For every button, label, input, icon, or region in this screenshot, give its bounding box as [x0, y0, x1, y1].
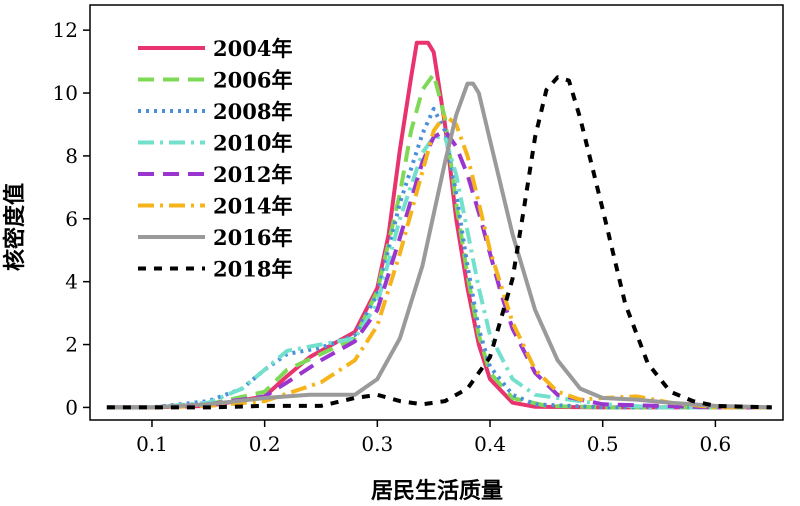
legend-label: 2010年 [213, 131, 292, 156]
x-tick-label: 0.5 [587, 432, 619, 456]
x-tick-label: 0.2 [249, 432, 281, 456]
series-line-2010 [106, 135, 772, 410]
x-tick-label: 0.4 [474, 432, 506, 456]
plot-frame [89, 4, 784, 421]
series-layer [106, 40, 772, 410]
legend-label: 2018年 [213, 257, 292, 282]
legend: 2004年 2006年 2008年 2010年 2012年 2014年 2016年 2018年 [138, 36, 292, 282]
x-tick-label: 0.3 [361, 432, 393, 456]
y-tick-label: 2 [65, 333, 78, 357]
y-tick-label: 8 [65, 144, 78, 168]
x-axis-label: 居民生活质量 [371, 479, 503, 504]
x-tick-label: 0.1 [136, 432, 168, 456]
legend-label: 2006年 [213, 68, 292, 93]
legend-label: 2014年 [213, 194, 292, 219]
series-line-2004 [106, 40, 772, 410]
legend-label: 2008年 [213, 99, 292, 124]
series-line-2016 [106, 81, 772, 410]
y-axis-label: 核密度值 [2, 183, 28, 271]
legend-label: 2004年 [213, 36, 292, 61]
legend-label: 2012年 [213, 162, 292, 187]
plot-border [89, 4, 784, 421]
y-tick-label: 0 [65, 395, 78, 419]
series-line-2006 [106, 72, 772, 410]
y-tick-label: 6 [65, 207, 78, 231]
x-tick-label: 0.6 [699, 432, 731, 456]
x-axis: 0.1 0.2 0.3 0.4 0.5 0.6 [136, 420, 731, 456]
y-tick-label: 12 [53, 18, 78, 42]
y-tick-label: 10 [53, 81, 78, 105]
series-line-2008 [106, 106, 772, 410]
series-line-2012 [106, 128, 772, 410]
y-axis: 0 2 4 6 8 10 12 [53, 18, 90, 419]
series-line-2018 [106, 75, 772, 410]
series-line-2014 [106, 113, 772, 410]
legend-label: 2016年 [213, 225, 292, 250]
y-tick-label: 4 [65, 270, 78, 294]
